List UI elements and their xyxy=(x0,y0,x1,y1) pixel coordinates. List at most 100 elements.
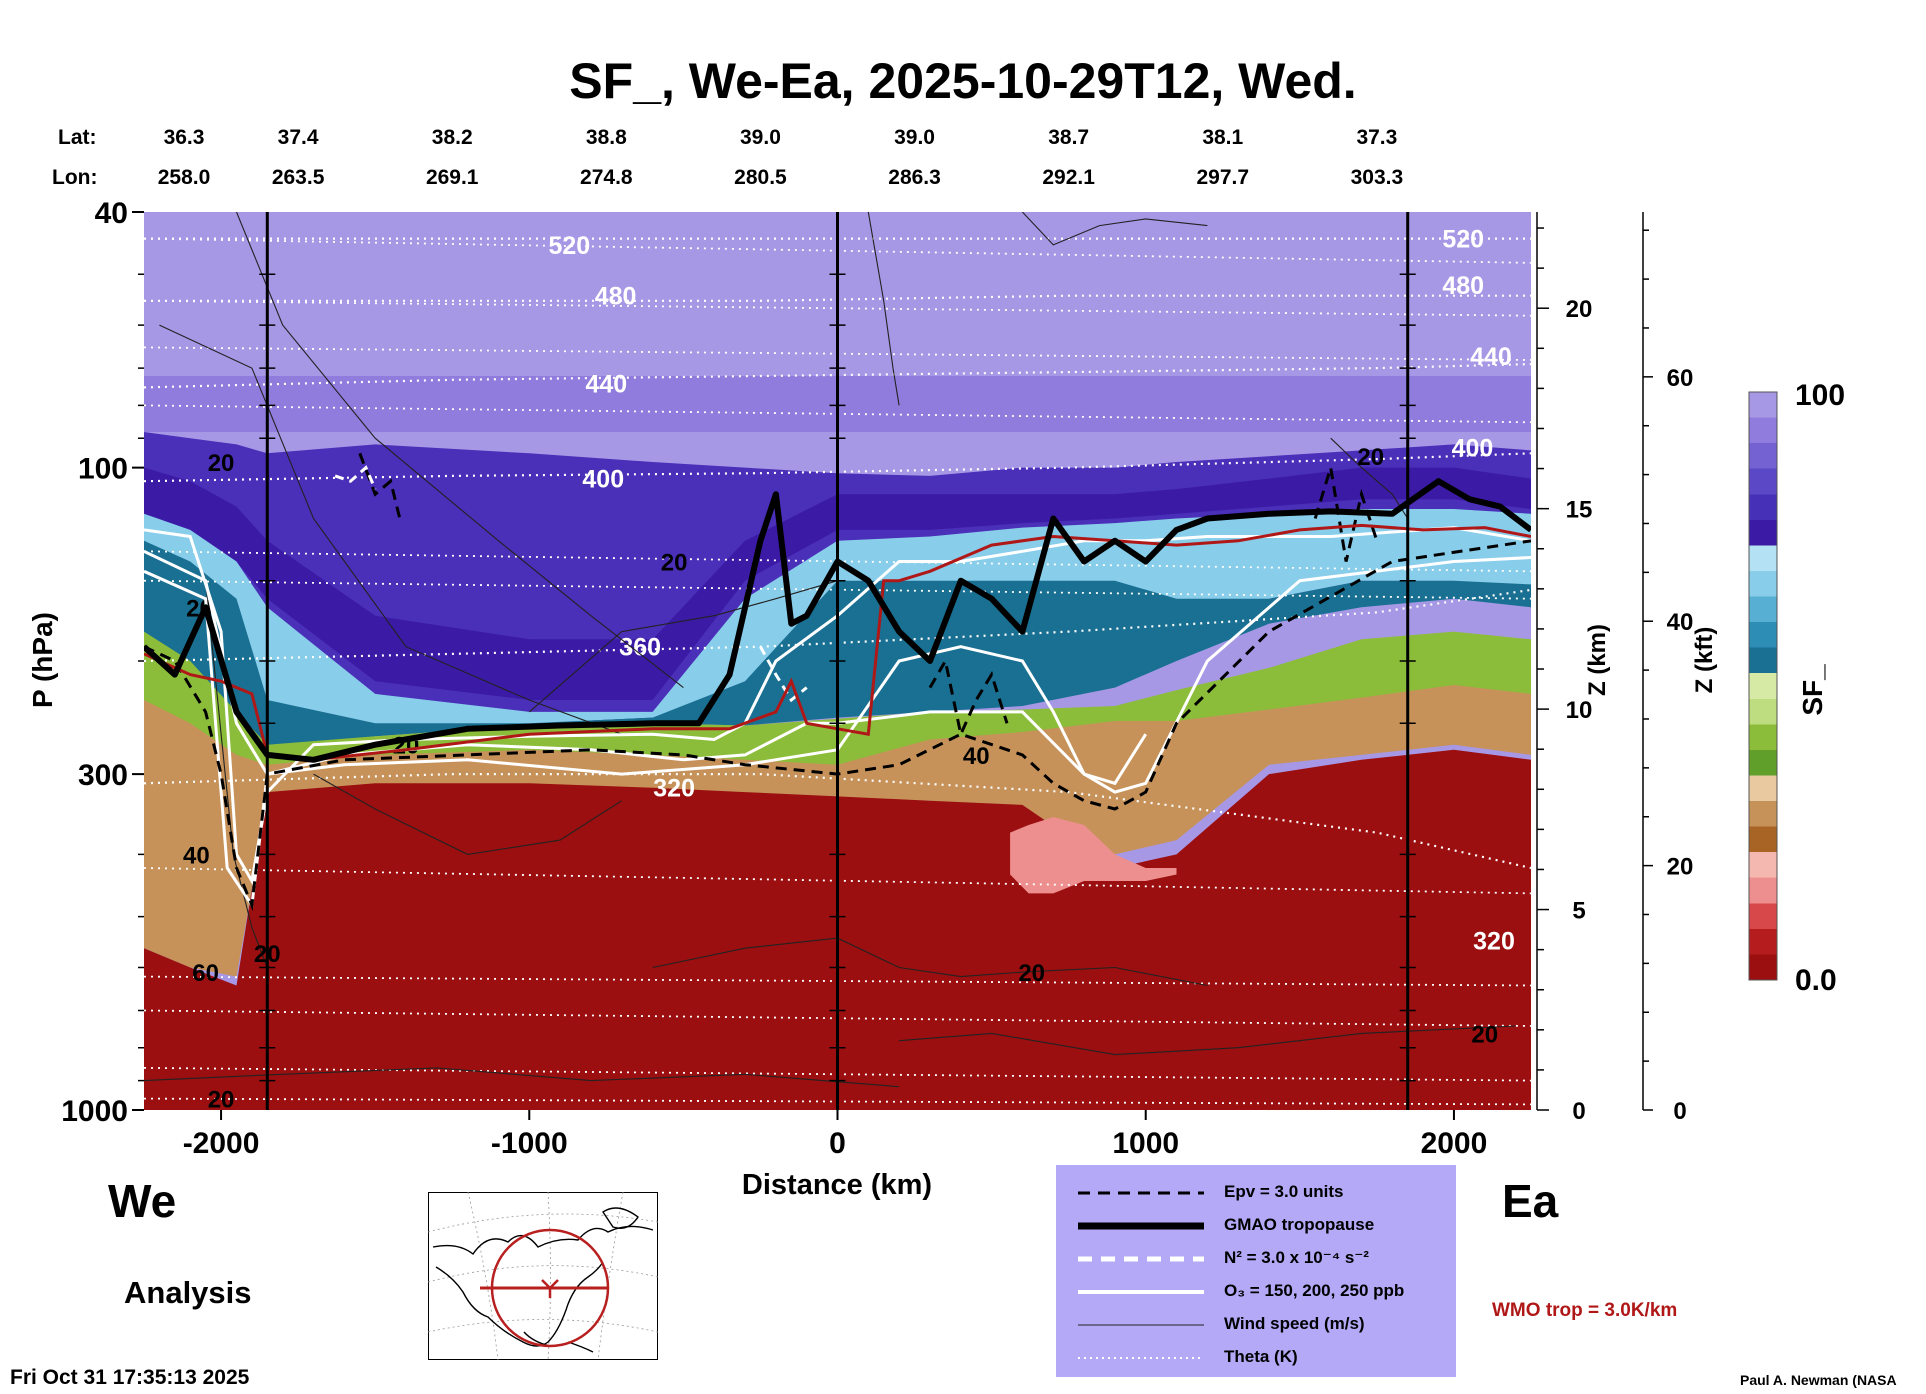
z-km-tick-label: 0 xyxy=(1572,1098,1585,1125)
colorbar: 100 0.0 SF_ xyxy=(1748,379,1845,997)
east-label: Ea xyxy=(1502,1175,1559,1227)
wind-speed-contour xyxy=(528,580,838,713)
z-kft-tick-label: 60 xyxy=(1667,365,1694,392)
legend-swatches xyxy=(1078,1191,1204,1359)
wind-speed-label: 20 xyxy=(1357,444,1384,471)
chart-title: SF_, We-Ea, 2025-10-29T12, Wed. xyxy=(569,53,1357,109)
colorbar-max-label: 100 xyxy=(1795,379,1845,412)
lon-value: 286.3 xyxy=(888,166,941,189)
theta-label: 400 xyxy=(582,466,624,494)
x-tick-label: -2000 xyxy=(183,1127,260,1160)
sf-region-pink xyxy=(1010,817,1177,894)
line-legend: Epv = 3.0 units GMAO tropopause N² = 3.0 x… xyxy=(1056,1165,1456,1377)
z-kft-tick-label: 20 xyxy=(1667,854,1694,881)
theta-label: 480 xyxy=(595,283,637,311)
epv-contour xyxy=(144,539,1531,912)
sf-region-tan xyxy=(144,685,1531,977)
legend-label: Wind speed (m/s) xyxy=(1224,1314,1365,1333)
x-tick-label: 0 xyxy=(829,1127,846,1160)
theta-contour-400 xyxy=(144,452,1531,483)
lat-value: 37.4 xyxy=(277,126,319,149)
theta-contour-360 xyxy=(144,588,1531,663)
lat-value: 38.1 xyxy=(1202,126,1244,149)
z-km-axis-label: Z (km) xyxy=(1584,624,1611,696)
theta-label: 440 xyxy=(1470,343,1512,371)
y-tick-label: 1000 xyxy=(61,1095,128,1128)
timestamp: Fri Oct 31 17:35:13 2025 xyxy=(10,1366,250,1389)
theta-label: 320 xyxy=(653,775,695,803)
z-km-tick-label: 10 xyxy=(1566,697,1593,724)
y-tick-label: 100 xyxy=(78,453,128,486)
lon-value: 297.7 xyxy=(1196,166,1250,189)
theta-label: 520 xyxy=(1442,226,1484,254)
lat-value: 39.0 xyxy=(894,126,935,149)
n2-contour xyxy=(334,465,377,490)
y-tick-label: 40 xyxy=(95,197,128,230)
legend-label: O₃ = 150, 200, 250 ppb xyxy=(1224,1281,1405,1300)
legend-label: N² = 3.0 x 10⁻⁴ s⁻² xyxy=(1224,1248,1369,1267)
lon-value: 274.8 xyxy=(580,166,633,189)
wind-speed-label: 20 xyxy=(208,450,235,477)
y-axis-label: P (hPa) xyxy=(27,612,58,708)
lon-row-label: Lon: xyxy=(52,166,98,189)
epv-contour xyxy=(1313,467,1379,562)
colorbar-label: SF_ xyxy=(1797,664,1828,716)
theta-contour-480 xyxy=(144,294,1531,302)
wind-speed-contour xyxy=(235,212,684,689)
wind-speed-contour xyxy=(652,937,1208,987)
analysis-label: Analysis xyxy=(124,1275,252,1310)
epv-contour xyxy=(928,656,1009,740)
wind-speed-label: 20 xyxy=(1018,960,1045,987)
wind-speed-contour xyxy=(899,1025,1516,1056)
z-km-tick-label: 20 xyxy=(1566,296,1593,323)
sf-region-indigo-dark xyxy=(144,467,1531,700)
locator-map xyxy=(428,1192,658,1360)
wind-speed-contour xyxy=(313,773,622,855)
lat-value: 37.3 xyxy=(1356,126,1398,149)
lon-value: 269.1 xyxy=(425,166,479,189)
legend-label: GMAO tropopause xyxy=(1224,1215,1375,1234)
wind-speed-label: 20 xyxy=(1471,1021,1498,1048)
legend-label: Epv = 3.0 units xyxy=(1224,1182,1344,1201)
map-center-marker xyxy=(541,1279,559,1298)
colorbar-min-label: 0.0 xyxy=(1795,964,1837,997)
wind-speed-label: 20 xyxy=(661,549,688,576)
theta-label: 440 xyxy=(585,371,627,399)
lat-value: 38.8 xyxy=(585,126,627,149)
lon-value: 263.5 xyxy=(271,166,325,189)
legend-label: Theta (K) xyxy=(1224,1347,1298,1366)
map-section-marker xyxy=(480,1228,610,1348)
theta-label: 400 xyxy=(1452,434,1494,462)
epv-contour xyxy=(358,452,402,519)
theta-contour-320 xyxy=(144,772,1531,870)
n2-contour xyxy=(759,645,808,703)
x-tick-label: 1000 xyxy=(1112,1127,1179,1160)
wmo-trop-legend: WMO trop = 3.0K/km xyxy=(1492,1300,1678,1321)
theta-label: 320 xyxy=(1473,928,1515,956)
lat-row-label: Lat: xyxy=(58,126,97,149)
z-kft-axis-label: Z (kft) xyxy=(1691,627,1718,694)
wind-speed-contour xyxy=(1021,212,1208,246)
wind-speed-label: 20 xyxy=(208,1087,235,1114)
lon-value: 258.0 xyxy=(157,166,211,189)
wind-speed-contour xyxy=(159,324,622,735)
lat-value: 36.3 xyxy=(163,126,205,149)
wind-speed-contour xyxy=(867,212,900,406)
lon-value: 292.1 xyxy=(1042,166,1095,189)
wind-speed-label: 40 xyxy=(183,842,210,869)
lon-value: 303.3 xyxy=(1350,166,1404,189)
colorbar-bar xyxy=(1748,391,1778,981)
wind-speed-label: 60 xyxy=(192,960,219,987)
x-tick-label: 2000 xyxy=(1421,1127,1488,1160)
map-graticule xyxy=(428,1192,658,1360)
theta-label: 520 xyxy=(548,232,590,260)
lon-value: 280.5 xyxy=(734,166,787,189)
x-axis-label: Distance (km) xyxy=(742,1169,932,1201)
wind-speed-contour xyxy=(144,1067,900,1088)
credit: Paul A. Newman (NASA xyxy=(1740,1372,1897,1388)
z-km-tick-label: 15 xyxy=(1566,497,1593,524)
z-km-tick-label: 5 xyxy=(1572,898,1585,925)
wind-speed-label: 40 xyxy=(963,743,990,770)
